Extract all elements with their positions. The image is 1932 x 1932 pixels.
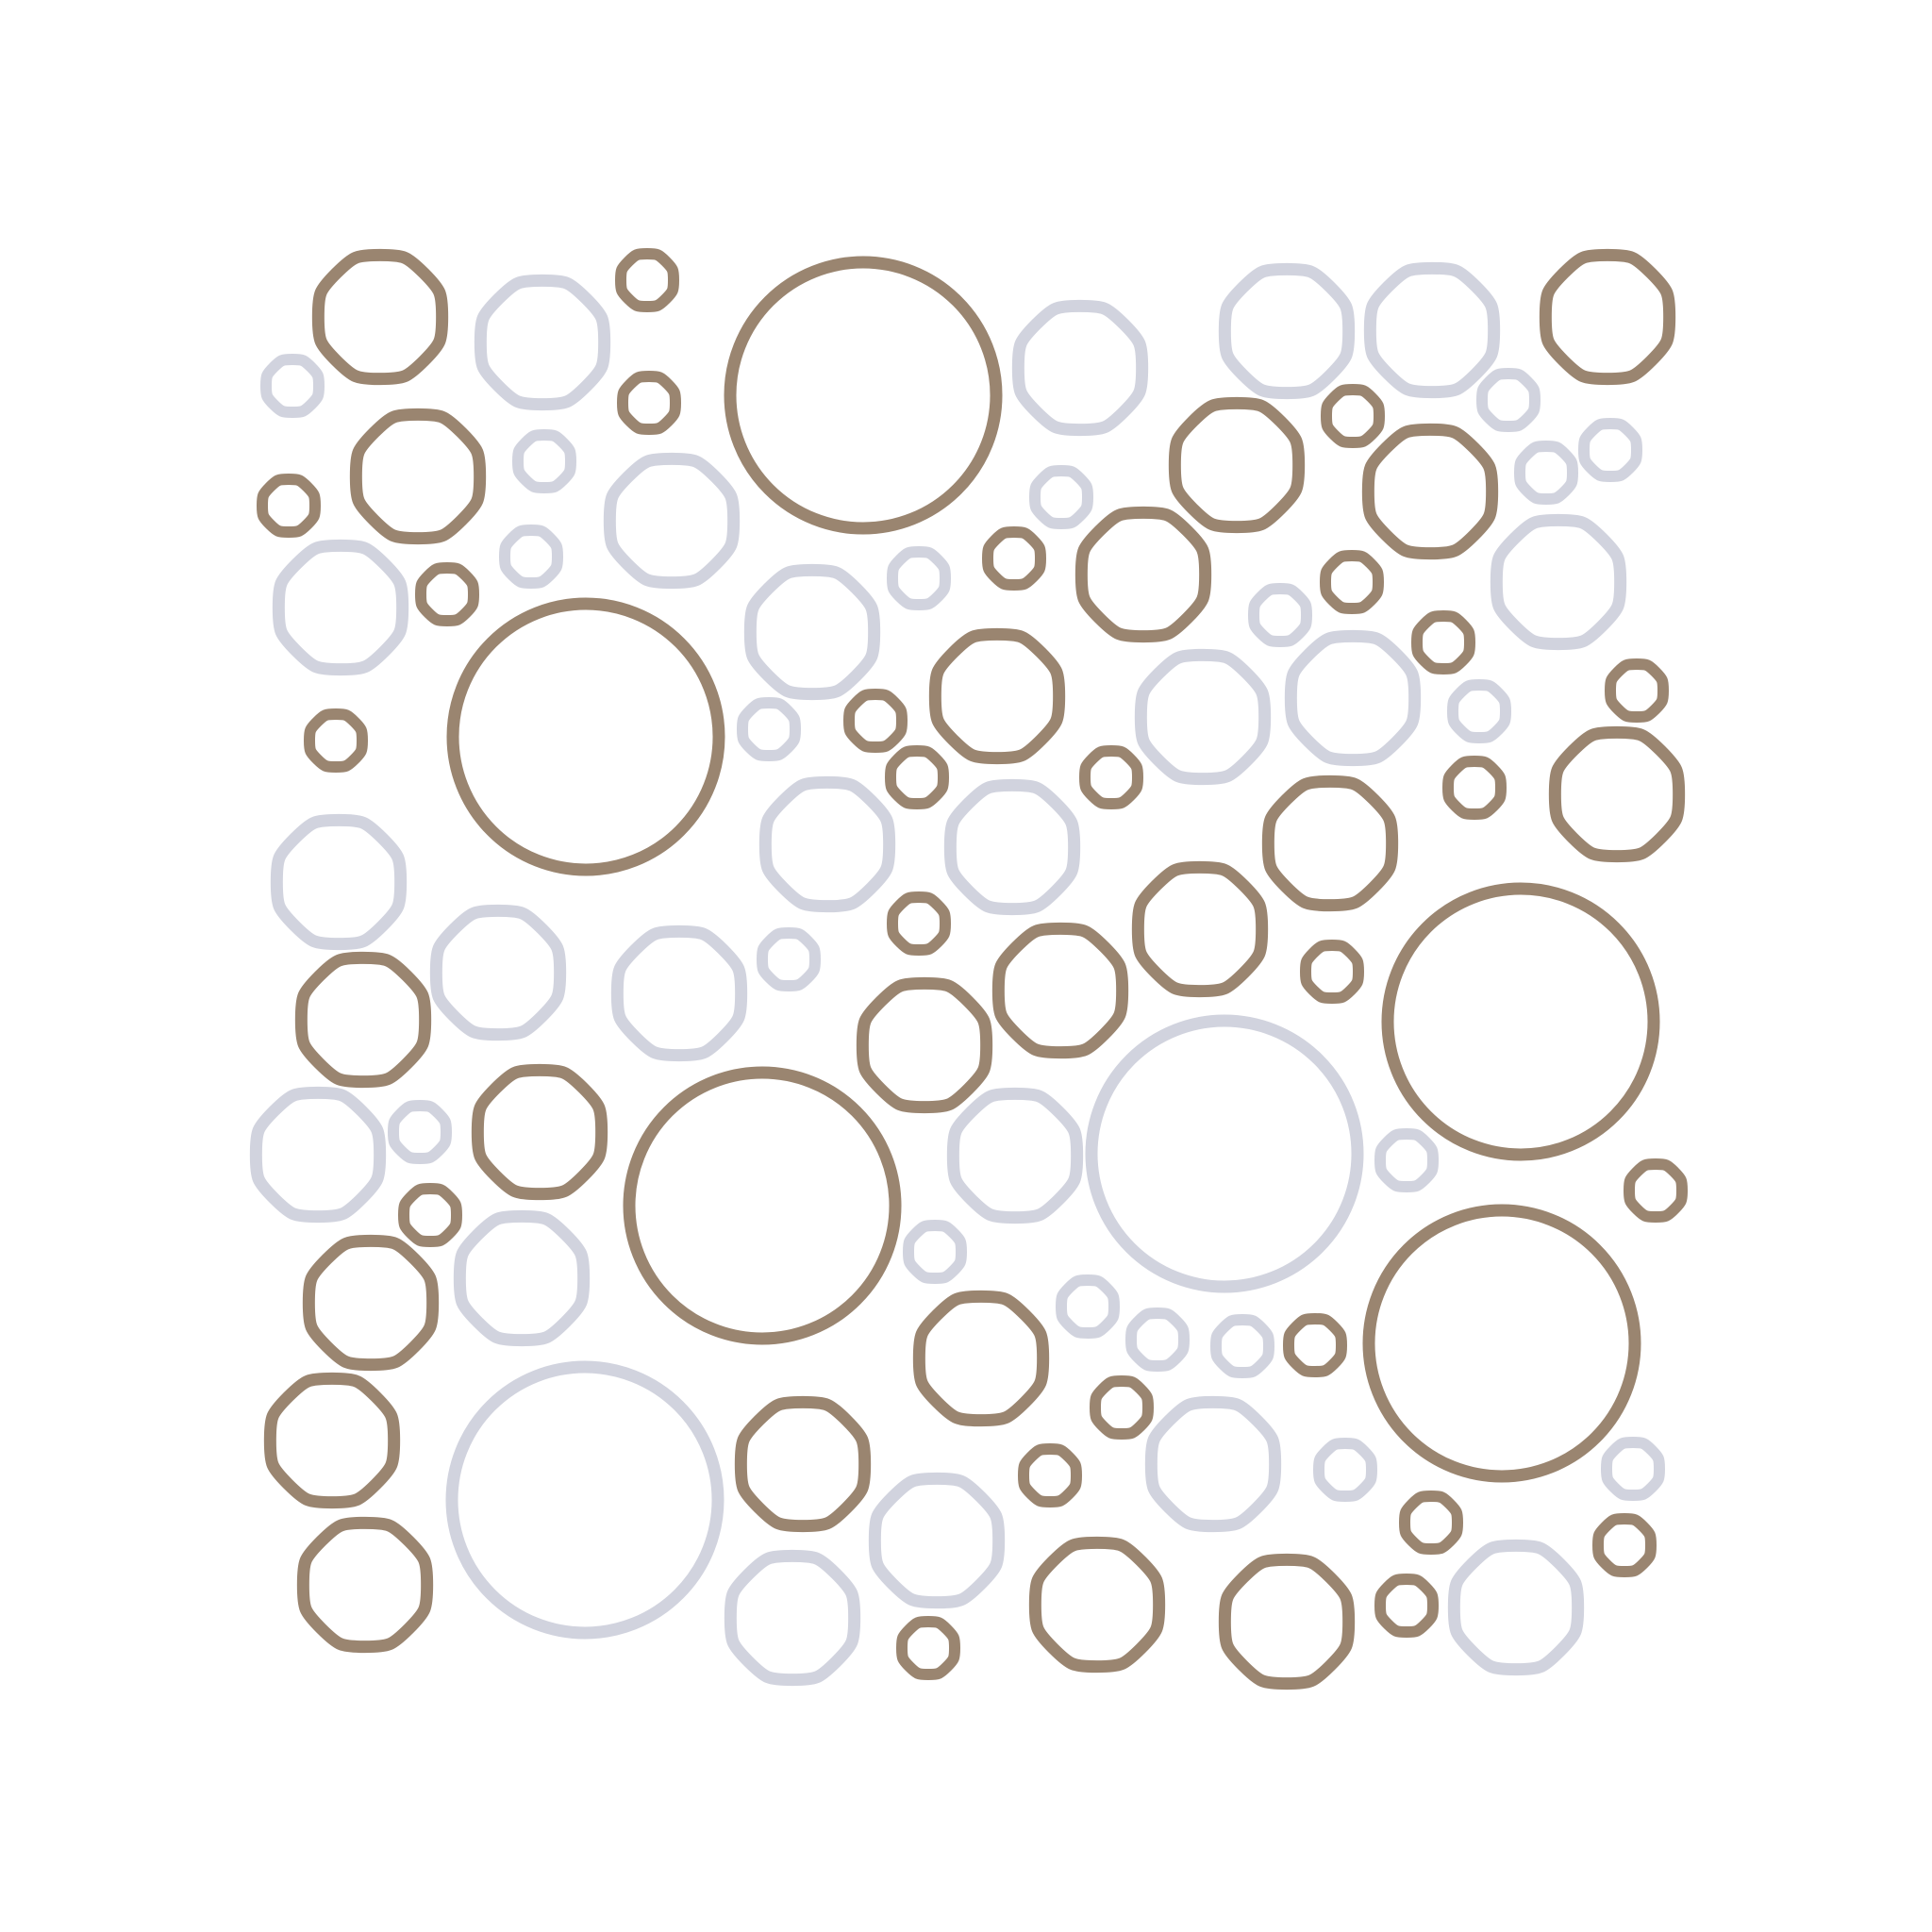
- gray-ring: [1447, 1539, 1585, 1676]
- gray-ring: [1313, 1438, 1377, 1502]
- gray-ring: [737, 697, 801, 761]
- brown-ring: [734, 1395, 872, 1533]
- brown-ring: [1028, 1536, 1166, 1674]
- gray-ring: [903, 1220, 967, 1284]
- brown-ring: [446, 597, 725, 876]
- gray-ring: [1476, 368, 1541, 432]
- brown-ring: [623, 1066, 902, 1345]
- brown-ring: [856, 976, 993, 1114]
- gray-ring: [1248, 583, 1312, 647]
- gray-ring: [943, 778, 1081, 916]
- brown-ring: [296, 1516, 434, 1654]
- brown-ring: [415, 562, 479, 626]
- gray-ring: [1056, 1274, 1120, 1339]
- gray-ring: [474, 274, 611, 411]
- brown-ring: [1399, 1491, 1463, 1555]
- gray-ring: [445, 1360, 724, 1640]
- brown-ring: [1605, 658, 1669, 723]
- gray-ring: [1374, 1128, 1439, 1192]
- brown-ring: [896, 1616, 960, 1680]
- gray-ring: [610, 924, 748, 1062]
- brown-ring: [1320, 550, 1384, 614]
- brown-ring: [311, 248, 449, 386]
- gray-ring: [429, 904, 567, 1041]
- brown-ring: [1283, 1313, 1347, 1377]
- brown-ring: [1321, 384, 1385, 448]
- gray-ring: [260, 354, 325, 418]
- gray-ring: [1134, 648, 1272, 786]
- gray-ring: [1011, 299, 1149, 437]
- brown-ring: [1300, 940, 1364, 1004]
- brown-ring: [1168, 396, 1306, 534]
- gray-ring: [1218, 262, 1356, 400]
- brown-ring: [887, 891, 951, 956]
- brown-ring: [885, 745, 949, 809]
- brown-ring: [1018, 1443, 1082, 1507]
- brown-ring: [912, 1290, 1050, 1427]
- brown-ring: [1079, 745, 1143, 809]
- brown-ring: [1362, 1204, 1641, 1483]
- brown-ring: [471, 1063, 608, 1201]
- gray-ring: [868, 1472, 1006, 1609]
- gray-ring: [1144, 1395, 1282, 1533]
- gray-ring: [1284, 629, 1422, 767]
- gray-ring: [946, 1087, 1084, 1224]
- brown-ring: [1381, 882, 1660, 1161]
- gray-ring: [1125, 1307, 1190, 1372]
- brown-ring: [1090, 1375, 1154, 1440]
- gray-ring: [724, 1549, 861, 1687]
- brown-ring: [1548, 725, 1686, 863]
- gray-ring: [270, 813, 408, 951]
- gray-ring: [887, 546, 951, 610]
- brown-ring: [1539, 248, 1676, 386]
- brown-ring: [843, 689, 908, 753]
- brown-ring: [1361, 423, 1499, 560]
- brown-ring: [724, 256, 1003, 535]
- brown-ring: [1592, 1513, 1657, 1577]
- brown-ring: [398, 1183, 462, 1247]
- gray-ring: [757, 927, 821, 991]
- brown-ring: [617, 371, 681, 435]
- brown-ring: [1374, 1574, 1439, 1638]
- gray-ring: [1447, 679, 1511, 743]
- gray-ring: [1514, 441, 1578, 505]
- gray-ring: [1029, 465, 1093, 529]
- brown-ring: [304, 708, 368, 773]
- brown-ring: [1624, 1158, 1688, 1223]
- brown-ring: [982, 526, 1046, 591]
- brown-ring: [1218, 1553, 1356, 1690]
- gray-ring: [743, 563, 881, 701]
- gray-ring: [1085, 1014, 1364, 1293]
- brown-ring: [928, 627, 1066, 765]
- brown-ring: [302, 1234, 440, 1372]
- gray-ring: [272, 539, 409, 676]
- gray-ring: [512, 429, 576, 493]
- brown-ring: [1074, 506, 1212, 643]
- gray-ring: [1578, 418, 1642, 482]
- gray-ring: [1601, 1437, 1665, 1501]
- gray-ring: [499, 525, 563, 589]
- brown-ring: [263, 1372, 401, 1509]
- brown-ring: [615, 248, 679, 312]
- gray-ring: [388, 1100, 452, 1164]
- gray-ring: [603, 452, 741, 590]
- brown-ring: [349, 408, 487, 545]
- gray-ring: [1210, 1314, 1274, 1378]
- gray-ring: [758, 775, 896, 913]
- gray-ring: [249, 1086, 387, 1224]
- brown-ring: [294, 951, 432, 1089]
- brown-ring: [1131, 860, 1269, 998]
- brown-ring: [991, 922, 1129, 1059]
- brown-ring: [1411, 610, 1475, 675]
- brown-ring: [257, 474, 321, 538]
- gray-ring: [453, 1209, 591, 1347]
- gray-ring: [1490, 513, 1627, 651]
- brown-ring: [1261, 774, 1399, 912]
- gray-ring: [1363, 261, 1501, 399]
- brown-ring: [1442, 756, 1507, 820]
